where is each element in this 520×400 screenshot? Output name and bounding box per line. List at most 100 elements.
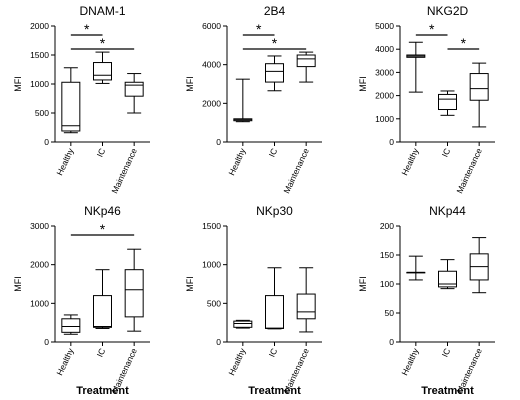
box-iqr	[124, 269, 144, 318]
y-tick-label: 500	[207, 298, 221, 308]
y-tick-label: 0	[216, 137, 221, 147]
y-tick-label: 2000	[30, 260, 49, 270]
box-iqr	[469, 73, 489, 101]
y-tick-label: 3000	[30, 221, 49, 231]
x-tick-label: Healthy	[54, 346, 76, 377]
y-tick-label: 150	[380, 250, 394, 260]
y-tick-label: 3000	[375, 67, 394, 77]
x-tick-label: IC	[95, 147, 108, 159]
box-maintenance	[124, 248, 144, 332]
box-iqr	[265, 295, 284, 329]
significance-star: *	[84, 21, 90, 37]
y-tick-label: 50	[385, 308, 395, 318]
significance-star: *	[429, 21, 435, 37]
x-tick-label: Maintenance	[281, 146, 311, 195]
significance-star: *	[100, 35, 106, 51]
chart-title: NKp30	[256, 204, 293, 218]
box-iqr	[61, 81, 81, 132]
significance-star: *	[272, 35, 278, 51]
box-ic	[438, 90, 457, 116]
x-tick-label: IC	[440, 347, 453, 359]
box-iqr	[124, 81, 144, 97]
y-tick-label: 4000	[202, 60, 221, 70]
x-tick-label: Healthy	[54, 146, 76, 177]
y-axis-label: MFI	[13, 276, 23, 292]
x-tick-label: Maintenance	[109, 146, 139, 195]
panel-2b4: 2B4 0 2000 4000 6000 MFI Healthy IC Maintenance *…	[185, 4, 322, 195]
y-tick-label: 500	[35, 108, 49, 118]
x-axis-label: Treatment	[76, 385, 129, 397]
significance-star: *	[100, 221, 106, 237]
x-tick-label: Healthy	[399, 146, 421, 177]
y-axis-label: MFI	[358, 276, 368, 292]
chart-title: NKp46	[84, 204, 121, 218]
box-ic	[265, 55, 284, 92]
x-tick-label: IC	[267, 347, 280, 359]
y-tick-label: 4000	[375, 44, 394, 54]
x-tick-label: IC	[95, 347, 108, 359]
y-tick-label: 200	[380, 221, 394, 231]
box-iqr	[296, 293, 316, 320]
chart-title: NKG2D	[427, 4, 469, 18]
box-healthy	[61, 67, 81, 134]
box-maintenance	[469, 62, 489, 128]
y-tick-label: 0	[389, 137, 394, 147]
chart-title: NKp44	[429, 204, 466, 218]
significance-star: *	[256, 21, 262, 37]
box-healthy	[233, 78, 253, 123]
y-tick-label: 1000	[202, 260, 221, 270]
y-tick-label: 1500	[202, 221, 221, 231]
y-tick-label: 5000	[375, 21, 394, 31]
y-tick-label: 1500	[30, 50, 49, 60]
y-axis-label: MFI	[13, 76, 23, 92]
y-tick-label: 0	[389, 337, 394, 347]
box-ic	[438, 259, 457, 290]
x-axis-label: Treatment	[248, 385, 301, 397]
panel-dnam-1: DNAM-1 0 500 1000 1500 2000 MFI Healthy IC Mainte…	[13, 4, 150, 195]
box-iqr	[438, 93, 457, 111]
box-healthy	[61, 314, 81, 335]
y-tick-label: 0	[216, 337, 221, 347]
box-healthy	[233, 319, 253, 329]
y-tick-label: 1000	[30, 79, 49, 89]
box-maintenance	[296, 267, 316, 333]
x-tick-label: Healthy	[226, 146, 248, 177]
x-axis-label: Treatment	[421, 385, 474, 397]
box-ic	[93, 51, 112, 84]
y-tick-label: 2000	[375, 91, 394, 101]
chart-title: 2B4	[264, 4, 286, 18]
x-tick-label: Healthy	[226, 346, 248, 377]
box-ic	[265, 267, 284, 330]
box-healthy	[406, 255, 426, 281]
y-tick-label: 0	[44, 337, 49, 347]
box-maintenance	[296, 51, 316, 83]
x-tick-label: IC	[267, 147, 280, 159]
y-tick-label: 1000	[30, 298, 49, 308]
box-maintenance	[469, 237, 489, 294]
y-tick-label: 100	[380, 279, 394, 289]
y-tick-label: 2000	[30, 21, 49, 31]
x-tick-label: Maintenance	[454, 146, 484, 195]
box-iqr	[438, 270, 457, 288]
box-iqr	[93, 62, 112, 81]
y-tick-label: 0	[44, 137, 49, 147]
box-iqr	[93, 295, 112, 328]
y-tick-label: 6000	[202, 21, 221, 31]
significance-star: *	[461, 35, 467, 51]
x-tick-label: Healthy	[399, 346, 421, 377]
y-tick-label: 1000	[375, 114, 394, 124]
y-axis-label: MFI	[185, 276, 195, 292]
y-axis-label: MFI	[185, 76, 195, 92]
box-healthy	[406, 41, 426, 93]
box-iqr	[233, 320, 253, 328]
x-tick-label: IC	[440, 147, 453, 159]
box-iqr	[61, 318, 81, 333]
box-ic	[93, 269, 112, 329]
y-tick-label: 2000	[202, 98, 221, 108]
y-axis-label: MFI	[358, 76, 368, 92]
chart-title: DNAM-1	[79, 4, 125, 18]
